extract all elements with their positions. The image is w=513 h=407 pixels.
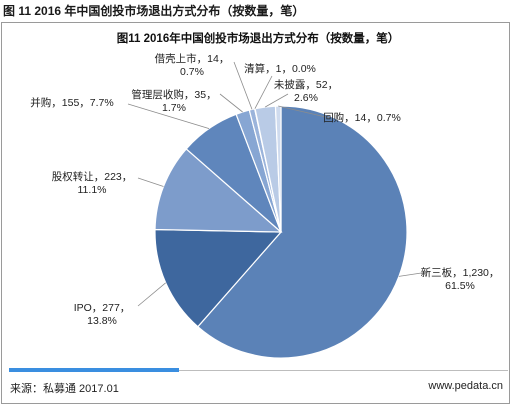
data-label-4: 管理层收购，35， 1.7% <box>131 88 216 114</box>
source-note: 来源：私募通 2017.01 <box>10 383 119 395</box>
pie-slices <box>154 105 408 359</box>
data-label-line2: 61.5% <box>445 280 475 292</box>
data-label-1: IPO，277， 13.8% <box>74 302 131 327</box>
leader-line-0 <box>398 271 429 277</box>
data-label-line2: 1.7% <box>162 102 186 114</box>
leader-line-8 <box>278 105 331 119</box>
data-label-line2: 0.7% <box>180 66 204 78</box>
data-label-line1: 回购，14，0.7% <box>323 111 401 124</box>
data-label-5: 借壳上市，14， 0.7% <box>155 52 230 78</box>
leader-line-5 <box>233 61 253 110</box>
pie-chart-svg: 图11 2016年中国创投市场退出方式分布（按数量，笔） 新三板，1,230， 6… <box>30 31 499 359</box>
data-label-line1: 清算，1，0.0% <box>244 62 316 75</box>
data-label-line1: 新三板，1,230， <box>421 266 500 279</box>
leader-line-4 <box>219 93 243 113</box>
data-label-line2: 11.1% <box>78 184 107 196</box>
pie-chart: 图11 2016年中国创投市场退出方式分布（按数量，笔） 新三板，1,230， 6… <box>10 28 506 366</box>
data-label-line1: 未披露，52， <box>274 78 338 91</box>
data-label-line2: 13.8% <box>87 315 117 327</box>
data-label-7: 未披露，52， 2.6% <box>274 78 338 104</box>
leader-line-1 <box>137 282 166 307</box>
data-label-line2: 2.6% <box>294 92 318 104</box>
data-label-8: 回购，14，0.7% <box>323 111 401 124</box>
pie-slice-2 <box>154 148 283 233</box>
figure-frame <box>1 22 510 404</box>
leader-line-3 <box>127 103 210 129</box>
leader-line-2 <box>137 177 164 187</box>
data-labels: 新三板，1,230， 61.5% IPO，277， 13.8% 股权转让，223， 11.… <box>30 52 499 327</box>
chart-title: 图11 2016年中国创投市场退出方式分布（按数量，笔） <box>117 31 399 45</box>
data-label-0: 新三板，1,230， 61.5% <box>421 266 500 292</box>
website-link[interactable]: www.pedata.cn <box>428 380 503 392</box>
footer-divider <box>179 370 508 371</box>
leader-line-7 <box>265 93 289 108</box>
leader-lines <box>127 61 429 307</box>
data-label-6: 清算，1，0.0% <box>244 62 316 75</box>
data-label-3: 并购，155，7.7% <box>30 96 113 109</box>
pie-slice-0 <box>197 105 408 359</box>
leader-line-6 <box>254 75 273 109</box>
data-label-line1: 管理层收购，35， <box>131 88 216 101</box>
figure-heading: 图 11 2016 年中国创投市场退出方式分布（按数量，笔） <box>3 4 305 18</box>
data-label-line1: 并购，155，7.7% <box>30 96 113 109</box>
data-label-line1: IPO，277， <box>74 302 131 314</box>
data-label-line1: 股权转让，223， <box>52 170 133 183</box>
data-label-2: 股权转让，223， 11.1% <box>52 170 133 196</box>
footer-accent-bar <box>9 368 179 372</box>
data-label-line1: 借壳上市，14， <box>155 52 230 65</box>
